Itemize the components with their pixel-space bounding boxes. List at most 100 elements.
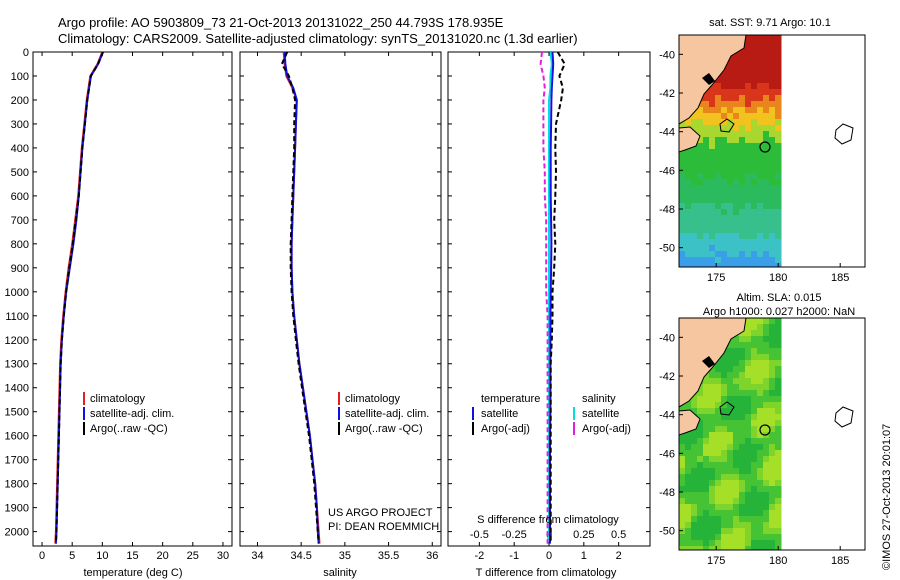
map-cell bbox=[751, 71, 758, 78]
map-cell bbox=[727, 101, 734, 108]
map-cell bbox=[763, 41, 770, 48]
sst-land-peninsula bbox=[679, 126, 701, 153]
map-y-tick-label: -40 bbox=[659, 332, 675, 344]
map-cell bbox=[709, 492, 716, 499]
map-cell bbox=[775, 540, 782, 547]
depth-tick-label: 1300 bbox=[5, 359, 29, 371]
map-cell bbox=[721, 239, 728, 246]
map-cell bbox=[727, 384, 734, 391]
map-cell bbox=[745, 390, 752, 397]
map-cell bbox=[751, 41, 758, 48]
map-cell bbox=[739, 59, 746, 66]
map-cell bbox=[775, 336, 782, 343]
map-cell bbox=[691, 209, 698, 216]
map-cell bbox=[697, 143, 704, 150]
depth-tick-label: 2000 bbox=[5, 527, 29, 539]
map-cell bbox=[751, 89, 758, 96]
map-cell bbox=[775, 438, 782, 445]
map-cell bbox=[763, 450, 770, 457]
map-cell bbox=[703, 486, 710, 493]
map-cell bbox=[733, 233, 740, 240]
map-cell bbox=[727, 342, 734, 349]
map-cell bbox=[709, 402, 716, 409]
map-cell bbox=[733, 89, 740, 96]
map-cell bbox=[727, 59, 734, 66]
map-cell bbox=[763, 396, 770, 403]
map-cell bbox=[769, 336, 776, 343]
map-cell bbox=[715, 245, 722, 252]
map-cell bbox=[751, 119, 758, 126]
map-cell bbox=[775, 65, 782, 72]
map-cell bbox=[697, 245, 704, 252]
map-cell bbox=[751, 330, 758, 337]
s-tick-label: 0.5 bbox=[611, 529, 626, 541]
map-cell bbox=[697, 257, 704, 264]
map-cell bbox=[745, 414, 752, 421]
depth-tick-label: 0 bbox=[23, 47, 29, 59]
map-cell bbox=[709, 522, 716, 529]
sst-island bbox=[702, 73, 715, 85]
map-cell bbox=[733, 348, 740, 355]
map-cell bbox=[715, 498, 722, 505]
map-cell bbox=[733, 384, 740, 391]
map-cell bbox=[733, 203, 740, 210]
map-cell bbox=[733, 504, 740, 511]
temperature-legend: climatology satellite-adj. clim. Argo(..… bbox=[83, 392, 174, 435]
map-cell bbox=[769, 390, 776, 397]
map-cell bbox=[709, 155, 716, 162]
sla-land-peninsula bbox=[679, 409, 701, 436]
map-cell bbox=[751, 215, 758, 222]
map-cell bbox=[715, 414, 722, 421]
map-cell bbox=[763, 35, 770, 42]
map-cell bbox=[745, 191, 752, 198]
map-cell bbox=[745, 366, 752, 373]
map-cell bbox=[697, 113, 704, 120]
map-cell bbox=[697, 522, 704, 529]
map-cell bbox=[709, 366, 716, 373]
map-cell bbox=[697, 221, 704, 228]
map-cell bbox=[775, 47, 782, 54]
map-cell bbox=[709, 534, 716, 541]
map-cell bbox=[715, 486, 722, 493]
map-cell bbox=[751, 504, 758, 511]
depth-tick-label: 100 bbox=[11, 71, 29, 83]
map-cell bbox=[679, 486, 686, 493]
map-cell bbox=[733, 191, 740, 198]
map-cell bbox=[709, 239, 716, 246]
map-cell bbox=[709, 95, 716, 102]
map-cell bbox=[733, 119, 740, 126]
map-cell bbox=[745, 209, 752, 216]
map-cell bbox=[709, 185, 716, 192]
map-cell bbox=[745, 221, 752, 228]
map-cell bbox=[775, 504, 782, 511]
map-cell bbox=[763, 366, 770, 373]
map-cell bbox=[691, 203, 698, 210]
map-cell bbox=[703, 101, 710, 108]
map-cell bbox=[751, 396, 758, 403]
depth-tick-label: 1900 bbox=[5, 503, 29, 515]
map-cell bbox=[769, 462, 776, 469]
map-cell bbox=[769, 372, 776, 379]
map-cell bbox=[697, 119, 704, 126]
map-cell bbox=[709, 107, 716, 114]
map-cell bbox=[763, 348, 770, 355]
map-cell bbox=[703, 516, 710, 523]
map-cell bbox=[757, 203, 764, 210]
legend-satellite: satellite-adj. clim. bbox=[90, 408, 174, 420]
map-cell bbox=[727, 89, 734, 96]
map-cell bbox=[697, 438, 704, 445]
map-cell bbox=[763, 408, 770, 415]
map-cell bbox=[751, 143, 758, 150]
map-cell bbox=[727, 173, 734, 180]
map-cell bbox=[679, 444, 686, 451]
map-cell bbox=[721, 191, 728, 198]
salinity-x-ticks: 34 34.5 35 35.5 36 bbox=[251, 52, 438, 562]
map-cell bbox=[691, 474, 698, 481]
map-cell bbox=[715, 83, 722, 90]
sla-argo-marker bbox=[759, 424, 771, 436]
map-cell bbox=[715, 462, 722, 469]
map-cell bbox=[703, 257, 710, 264]
map-cell bbox=[727, 396, 734, 403]
map-cell bbox=[727, 546, 734, 550]
map-cell bbox=[763, 191, 770, 198]
